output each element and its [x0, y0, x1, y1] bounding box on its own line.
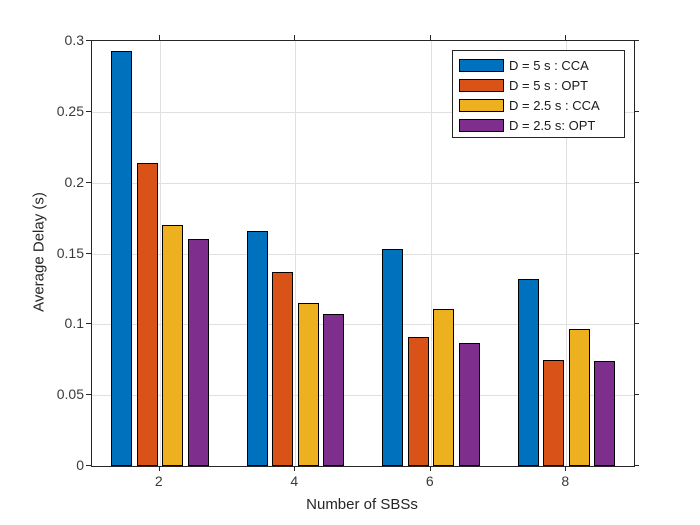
- legend-item: D = 5 s : CCA: [453, 55, 624, 75]
- y-tick-label: 0.25: [56, 102, 84, 119]
- x-tick-mark: [294, 466, 296, 471]
- y-tick-mark-right: [634, 394, 639, 396]
- legend-label: D = 2.5 s: OPT: [509, 117, 596, 133]
- legend-label: D = 5 s : CCA: [509, 57, 589, 73]
- legend-item: D = 2.5 s: OPT: [453, 115, 624, 135]
- x-tick-mark-top: [565, 35, 567, 40]
- y-tick-mark-right: [634, 110, 639, 112]
- h-gridline: [92, 324, 634, 326]
- legend-label: D = 5 s : OPT: [509, 77, 589, 93]
- y-tick-label: 0: [76, 457, 84, 473]
- x-tick-label: 2: [154, 473, 163, 489]
- legend-swatch-d-2.5-s-opt: [459, 118, 504, 132]
- legend-swatch-d-2.5-s-cca: [459, 98, 504, 112]
- legend: D = 5 s : CCA D = 5 s : OPT D = 2.5 s : CC…: [452, 50, 625, 138]
- bar-d-5-s-opt-x4: [272, 271, 293, 466]
- bar-d-5-s-cca-x2: [111, 50, 132, 466]
- bar-d-5-s-opt-x2: [136, 162, 158, 466]
- v-gridline: [295, 41, 297, 466]
- bar-d-5-s-cca-x6: [382, 249, 403, 466]
- h-gridline: [92, 253, 634, 255]
- bar-d-2.5-s-cca-x2: [162, 225, 183, 466]
- legend-item: D = 2.5 s : CCA: [453, 95, 624, 115]
- x-tick-mark: [565, 466, 567, 471]
- v-gridline: [566, 41, 568, 466]
- x-tick-mark-top: [429, 35, 431, 40]
- v-gridline: [430, 41, 432, 466]
- y-tick-label: 0.05: [56, 386, 84, 403]
- y-tick-mark: [86, 252, 91, 254]
- y-tick-label: 0.15: [56, 244, 84, 261]
- y-tick-mark-right: [634, 323, 639, 325]
- y-tick-mark: [86, 40, 91, 41]
- h-gridline: [92, 111, 634, 113]
- x-tick-mark-top: [294, 35, 296, 40]
- bar-d-2.5-s-cca-x4: [297, 303, 319, 466]
- legend-item: D = 5 s : OPT: [453, 75, 624, 95]
- y-tick-mark: [86, 181, 91, 183]
- bar-d-2.5-s-opt-x2: [187, 239, 209, 466]
- legend-label: D = 2.5 s : CCA: [509, 97, 600, 113]
- x-tick-mark-top: [158, 35, 160, 40]
- x-axis-label: Number of SBSs: [306, 496, 418, 513]
- y-tick-mark: [86, 465, 91, 466]
- y-tick-mark: [86, 323, 91, 325]
- x-tick-label: 6: [425, 473, 434, 489]
- y-tick-mark: [86, 110, 91, 112]
- y-tick-label: 0.1: [64, 315, 84, 332]
- x-tick-label: 8: [561, 473, 570, 489]
- bar-d-2.5-s-cca-x8: [568, 328, 590, 466]
- h-gridline: [92, 182, 634, 184]
- legend-swatch-d-5-s-opt: [459, 78, 504, 92]
- y-tick-label: 0.2: [64, 173, 84, 190]
- bar-d-5-s-opt-x6: [407, 337, 429, 466]
- legend-swatch-d-5-s-cca: [459, 58, 504, 72]
- y-tick-label: 0.3: [64, 32, 84, 48]
- bar-d-2.5-s-cca-x6: [433, 308, 454, 466]
- bar-d-5-s-cca-x4: [246, 230, 268, 466]
- bar-d-5-s-cca-x8: [517, 279, 539, 466]
- bar-d-2.5-s-opt-x4: [323, 314, 344, 466]
- y-tick-mark: [86, 394, 91, 396]
- x-tick-mark: [158, 466, 160, 471]
- v-gridline: [159, 41, 161, 466]
- y-tick-mark-right: [634, 181, 639, 183]
- x-tick-mark: [429, 466, 431, 471]
- bar-d-2.5-s-opt-x8: [594, 361, 615, 466]
- bar-d-5-s-opt-x8: [543, 359, 564, 466]
- y-tick-mark-right: [634, 465, 639, 466]
- h-gridline: [92, 395, 634, 397]
- x-tick-label: 4: [290, 473, 299, 489]
- bar-d-2.5-s-opt-x6: [458, 342, 480, 466]
- y-tick-mark-right: [634, 40, 639, 41]
- y-tick-mark-right: [634, 252, 639, 254]
